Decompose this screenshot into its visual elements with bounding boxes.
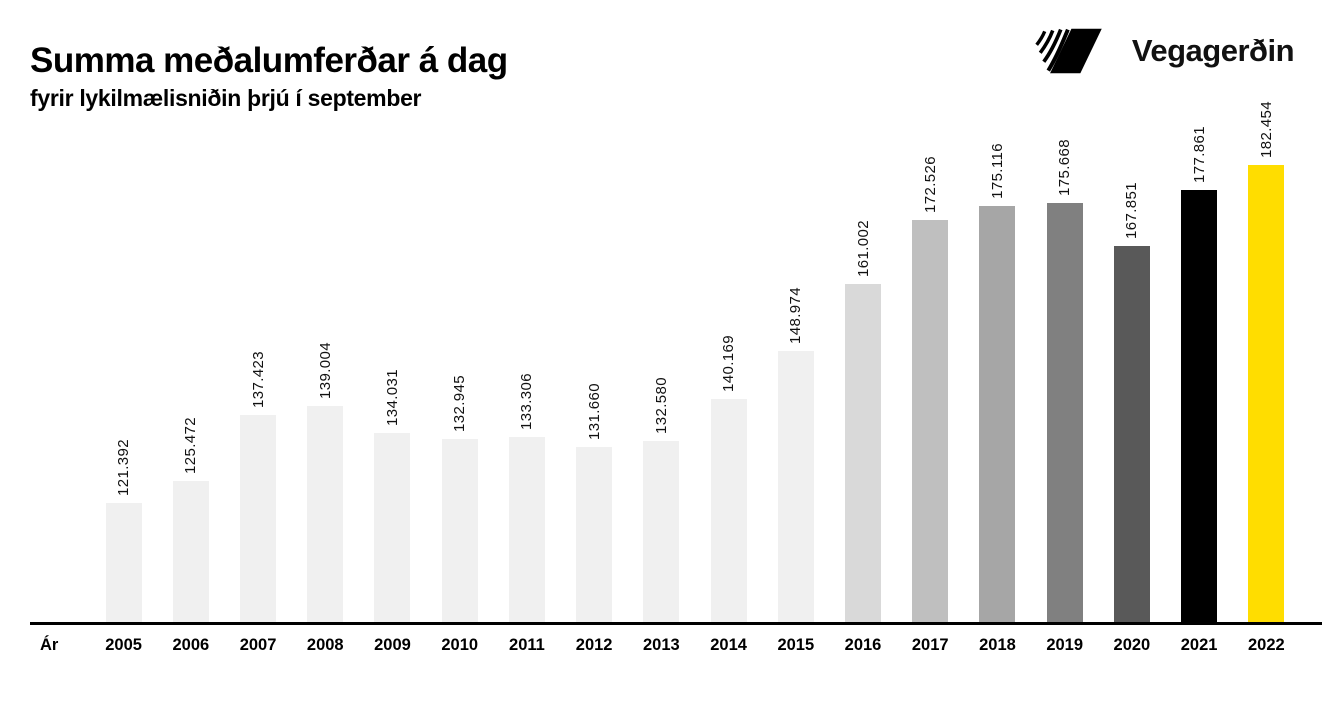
bar-value-label: 139.004 [316,341,334,399]
x-tick-2021: 2021 [1180,636,1218,654]
page-subtitle: fyrir lykilmælisniðin þrjú í september [30,84,422,111]
vegagerdin-logo-icon [1035,28,1102,74]
bar-2020 [1113,246,1150,622]
bar-value-label: 140.169 [720,334,738,392]
bar-column-2008: 139.004 [292,0,359,622]
bar-column-2019: 175.668 [1031,0,1098,622]
bar-value-label: 148.974 [787,286,805,344]
bar-column-2005: 121.392 [90,0,157,622]
bar-value-label: 167.851 [1123,181,1141,239]
bar-value-label: 133.306 [518,372,536,430]
x-tick-2010: 2010 [441,636,479,654]
x-tick-2019: 2019 [1046,636,1084,654]
bar-2014 [710,399,747,622]
bar-column-2009: 134.031 [359,0,426,622]
bar-value-label: 125.472 [182,416,200,474]
x-tick-2018: 2018 [979,636,1016,654]
x-tick-2008: 2008 [306,636,344,654]
bar-column-2022: 182.454 [1233,0,1300,622]
bar-2021 [1181,190,1218,622]
bar-value-label: 177.861 [1190,125,1208,183]
bar-2009 [374,433,411,622]
bar-2008 [307,406,344,622]
vegagerdin-logo: Vegagerðin [1034,24,1295,78]
bar-2019 [1046,203,1083,622]
x-tick-2013: 2013 [643,636,680,654]
bar-value-label: 131.660 [585,382,603,440]
bar-column-2013: 132.580 [628,0,695,622]
x-tick-2011: 2011 [509,636,545,654]
bar-2015 [777,351,814,622]
bar-value-label: 175.116 [988,143,1006,199]
x-tick-2005: 2005 [105,636,142,654]
x-tick-2006: 2006 [172,636,210,654]
bar-value-label: 175.668 [1056,138,1074,196]
bar-column-2016: 161.002 [829,0,896,622]
bar-value-label: 132.580 [652,376,670,434]
x-tick-2007: 2007 [239,636,277,654]
bar-2011 [508,437,545,622]
bar-2007 [240,415,277,622]
x-axis-line [30,622,1322,625]
bar-value-label: 132.945 [451,374,469,432]
bar-value-label: 134.031 [383,368,401,426]
x-tick-2014: 2014 [710,636,747,654]
x-tick-2016: 2016 [844,636,882,654]
bar-column-2010: 132.945 [426,0,493,622]
page-title: Summa meðalumferðar á dag [30,41,508,80]
x-tick-2020: 2020 [1113,636,1151,654]
bar-column-2007: 137.423 [224,0,291,622]
x-tick-2022: 2022 [1247,636,1285,654]
chart-header: Summa meðalumferðar á dag fyrir lykilmæl… [30,41,508,112]
bar-column-2012: 131.660 [561,0,628,622]
bar-column-2011: 133.306 [493,0,560,622]
x-tick-2015: 2015 [777,636,815,654]
x-tick-2009: 2009 [374,636,411,654]
bar-column-2006: 125.472 [157,0,224,622]
bar-2016 [845,284,882,622]
bar-value-label: 121.392 [115,438,133,496]
vegagerdin-logo-text: Vegagerðin [1131,33,1295,68]
bar-2010 [441,439,478,622]
bar-column-2015: 148.974 [762,0,829,622]
x-axis-tick-labels: 2005 2006 2007 2008 2009 2010 2011 2012 2013 2014… [90,636,1300,655]
bar-value-label: 182.454 [1257,100,1275,158]
bar-2022 [1248,165,1285,622]
bar-chart: 121.392 125.472 137.423 139.004 134.031 132.9… [30,0,1322,706]
bar-column-2020: 167.851 [1098,0,1165,622]
x-tick-2012: 2012 [575,636,613,654]
bar-column-2021: 177.861 [1166,0,1233,622]
x-axis-title: Ár [40,636,59,654]
bar-column-2017: 172.526 [897,0,964,622]
bar-2018 [979,206,1016,622]
bar-2017 [912,220,949,622]
bar-2005 [105,503,142,622]
plot-area: 121.392 125.472 137.423 139.004 134.031 132.9… [90,0,1300,622]
bar-2013 [643,441,680,622]
bar-value-label: 161.002 [854,219,872,277]
bar-value-label: 172.526 [921,155,939,213]
bar-value-label: 137.423 [249,350,267,408]
bar-column-2018: 175.116 [964,0,1031,622]
x-tick-2017: 2017 [911,636,949,654]
bar-column-2014: 140.169 [695,0,762,622]
bar-2012 [576,447,613,622]
bar-2006 [172,481,209,622]
